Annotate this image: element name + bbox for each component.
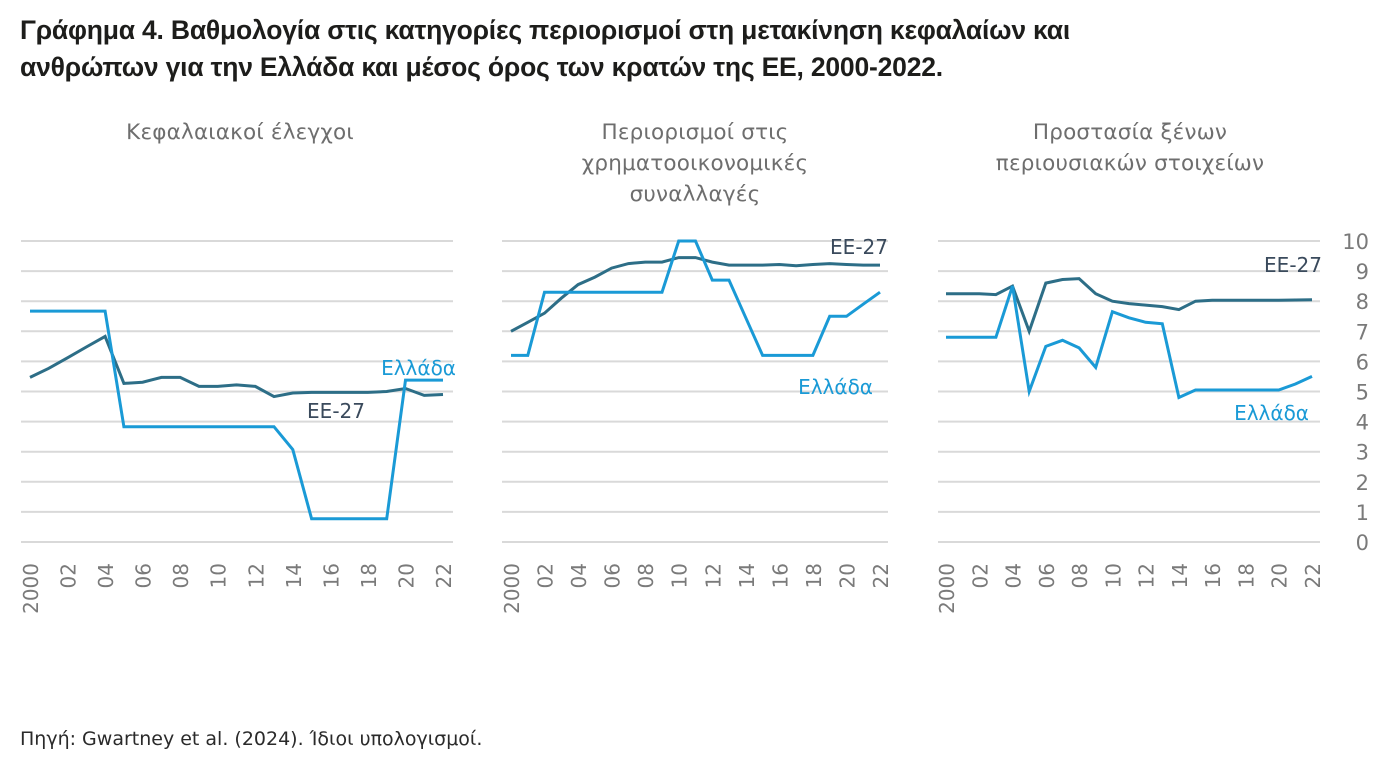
y-tick-label: 6 <box>1356 350 1369 374</box>
panel-title-line: συναλλαγές <box>629 182 761 207</box>
series-line-eu27 <box>29 334 444 399</box>
x-tick-label: 10 <box>668 563 692 588</box>
y-tick-label: 10 <box>1342 230 1369 254</box>
x-tick-label: 02 <box>534 563 558 588</box>
x-tick-label: 10 <box>207 563 231 588</box>
y-tick-label: 2 <box>1356 471 1369 495</box>
x-tick-label: 06 <box>601 563 625 588</box>
y-axis: 0 1 2 3 4 5 6 7 8 9 10 <box>1342 230 1369 555</box>
series-label-greece: Ελλάδα <box>1234 401 1309 425</box>
y-tick-label: 9 <box>1356 260 1369 284</box>
x-tick-label: 12 <box>1135 563 1159 588</box>
x-tick-label: 20 <box>1268 563 1292 588</box>
x-tick-label: 12 <box>701 563 725 588</box>
x-tick-label: 22 <box>432 563 456 588</box>
charts-canvas: 2000 02 04 06 08 10 12 14 16 18 20 22 2000 02 04 06 08 1… <box>19 230 1369 614</box>
series-label-eu27: ΕΕ-27 <box>830 235 888 259</box>
series-label-eu27: ΕΕ-27 <box>307 399 365 423</box>
panel-capital-controls: 2000 02 04 06 08 10 12 14 16 18 20 22 <box>19 240 456 614</box>
x-tick-label: 14 <box>1168 563 1192 588</box>
x-tick-label: 22 <box>869 563 893 588</box>
y-tick-label: 3 <box>1356 441 1369 465</box>
series-line-eu27 <box>510 256 880 333</box>
x-tick-label: 18 <box>357 563 381 588</box>
y-tick-label: 4 <box>1356 411 1369 435</box>
x-tick-label: 10 <box>1101 563 1125 588</box>
chart-title-line-2: ανθρώπων για την Ελλάδα και μέσος όρος τ… <box>20 52 943 82</box>
y-tick-label: 0 <box>1356 531 1369 555</box>
series-line-greece <box>511 239 881 357</box>
panel-title-line: Προστασία ξένων <box>1032 120 1228 145</box>
series-label-eu27: ΕΕ-27 <box>1264 253 1322 277</box>
y-tick-label: 7 <box>1356 320 1369 344</box>
x-tick-label: 12 <box>244 563 268 588</box>
series-labels: Ελλάδα ΕΕ-27 ΕΕ-27 Ελλάδα ΕΕ-27 Ελλάδα <box>307 235 1322 425</box>
x-tick-label: 04 <box>567 563 591 588</box>
x-tick-label: 08 <box>169 563 193 588</box>
x-tick-label: 16 <box>319 563 343 588</box>
series-label-greece: Ελλάδα <box>798 375 873 399</box>
x-tick-label: 2000 <box>935 563 959 614</box>
x-tick-label: 18 <box>1234 563 1258 588</box>
x-tick-label: 18 <box>802 563 826 588</box>
series-label-greece: Ελλάδα <box>381 356 456 380</box>
series-line-eu27 <box>946 277 1313 336</box>
x-tick-label: 04 <box>1002 563 1026 588</box>
x-tick-label: 2000 <box>19 563 43 614</box>
panel-title-capital-controls: Κεφαλαιακοί έλεγχοι <box>20 117 460 148</box>
panel-title-foreign-assets-protection: Προστασία ξένων περιουσιακών στοιχείων <box>920 117 1340 179</box>
panel-financial-transactions: 2000 02 04 06 08 10 12 14 16 18 20 22 <box>500 239 893 614</box>
panel-foreign-assets-protection: 2000 02 04 06 08 10 12 14 16 18 20 22 <box>935 240 1325 614</box>
panel-title-line: Περιορισμοί στις <box>601 120 789 145</box>
chart-title-line-1: Γράφημα 4. Βαθμολογία στις κατηγορίες πε… <box>20 15 1071 45</box>
panel-title-financial-transactions: Περιορισμοί στις χρηματοοικονομικές συνα… <box>485 117 905 210</box>
x-tick-label: 22 <box>1301 563 1325 588</box>
y-tick-label: 5 <box>1356 381 1369 405</box>
x-tick-label: 2000 <box>500 563 524 614</box>
chart-title: Γράφημα 4. Βαθμολογία στις κατηγορίες πε… <box>20 12 1360 86</box>
source-note: Πηγή: Gwartney et al. (2024). Ίδιοι υπολ… <box>20 728 483 750</box>
panel-title-line: χρηματοοικονομικές <box>581 151 809 176</box>
series-line-greece <box>946 285 1313 400</box>
x-tick-label: 02 <box>57 563 81 588</box>
x-tick-label: 16 <box>768 563 792 588</box>
x-tick-label: 04 <box>94 563 118 588</box>
x-tick-label: 02 <box>968 563 992 588</box>
x-tick-label: 20 <box>835 563 859 588</box>
x-tick-label: 20 <box>394 563 418 588</box>
x-tick-label: 06 <box>1035 563 1059 588</box>
x-tick-label: 06 <box>132 563 156 588</box>
series-line-greece <box>30 309 443 521</box>
x-tick-label: 14 <box>282 563 306 588</box>
x-tick-label: 16 <box>1201 563 1225 588</box>
x-tick-label: 08 <box>1068 563 1092 588</box>
y-tick-label: 1 <box>1356 501 1369 525</box>
x-tick-label: 14 <box>735 563 759 588</box>
y-tick-label: 8 <box>1356 290 1369 314</box>
panel-title-line: Κεφαλαιακοί έλεγχοι <box>126 120 354 145</box>
x-tick-label: 08 <box>634 563 658 588</box>
panel-title-line: περιουσιακών στοιχείων <box>995 151 1265 176</box>
